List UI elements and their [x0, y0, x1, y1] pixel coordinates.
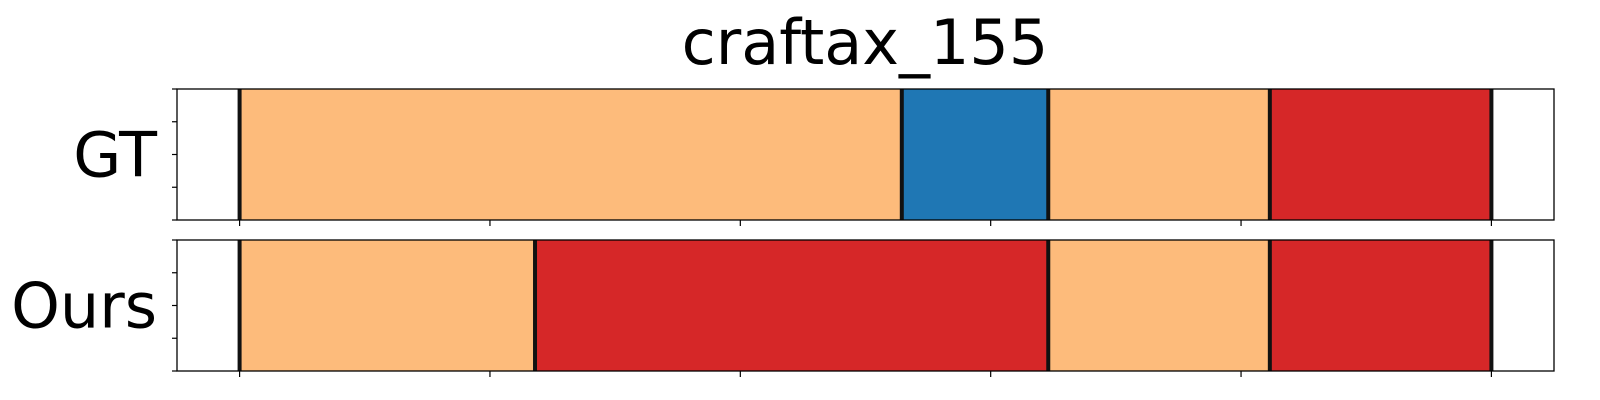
segment-ours-1: [535, 240, 1049, 371]
segment-ours-0: [239, 240, 536, 371]
row-label-ours: Ours: [11, 270, 157, 343]
segment-gt-0: [239, 89, 902, 220]
segment-ours-3: [1269, 240, 1492, 371]
row-label-gt: GT: [73, 119, 158, 192]
panels: GT Ours: [11, 88, 1555, 377]
panel-ours: Ours: [11, 239, 1555, 377]
segment-gt-3: [1269, 89, 1492, 220]
chart-title: craftax_155: [682, 6, 1049, 79]
segment-gt-1: [901, 89, 1049, 220]
panel-gt: GT: [73, 88, 1555, 226]
segment-ours-2: [1048, 240, 1270, 371]
segment-gt-2: [1048, 89, 1270, 220]
